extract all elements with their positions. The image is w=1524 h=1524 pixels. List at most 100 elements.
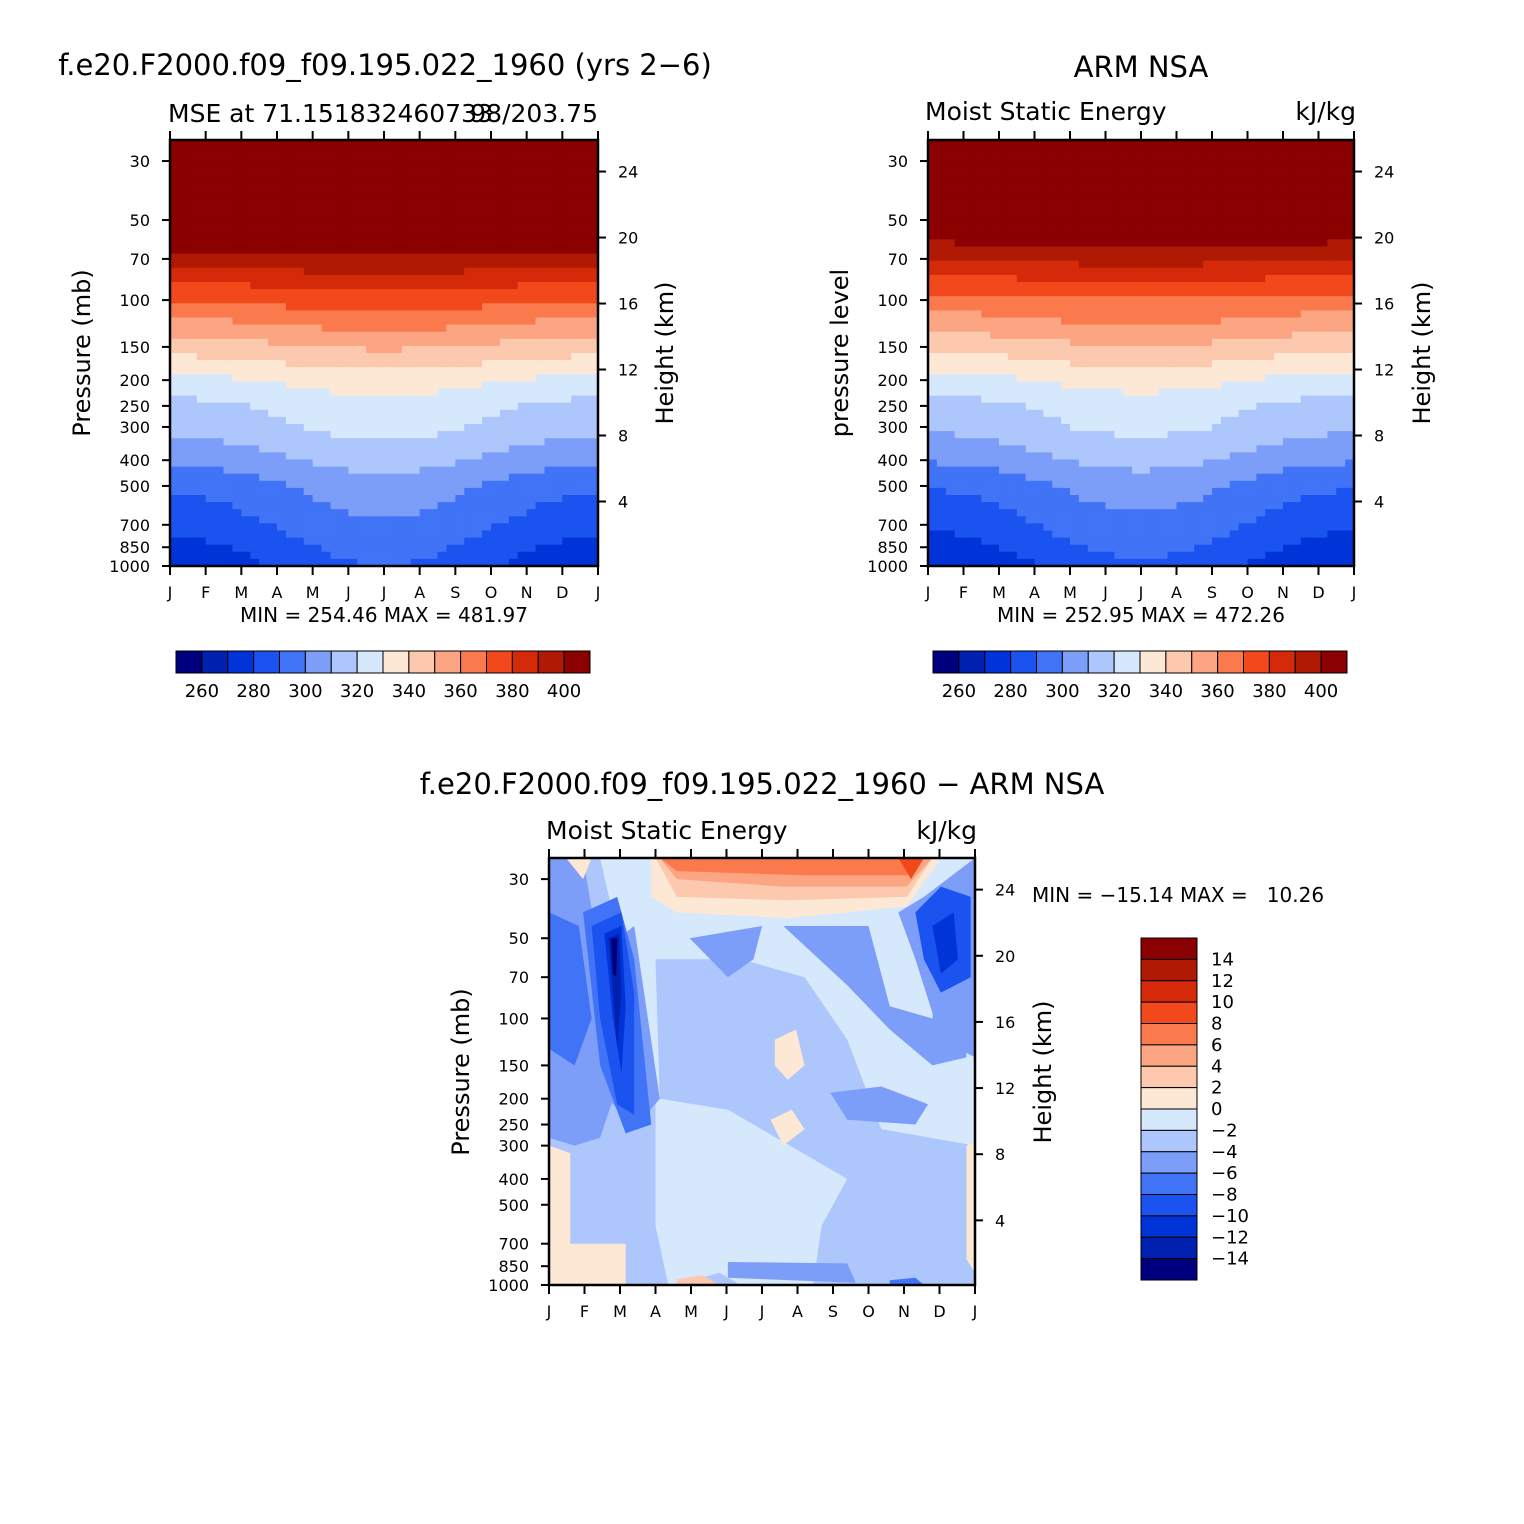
contour-cell (250, 182, 260, 191)
contour-cell (339, 537, 349, 546)
contour-cell (223, 218, 234, 226)
contour-cell (214, 225, 225, 233)
contour-cell (401, 452, 412, 461)
contour-cell (1247, 374, 1257, 382)
contour-cell (1238, 147, 1249, 155)
contour-cell (1149, 388, 1160, 397)
contour-cell (1105, 395, 1115, 404)
contour-cell (1070, 388, 1080, 397)
contour-cell (562, 338, 572, 347)
contour-cell (366, 211, 376, 219)
contour-cell (455, 388, 465, 397)
contour-cell (277, 551, 287, 560)
contour-cell (348, 289, 358, 297)
contour-cell (223, 154, 234, 162)
contour-cell (214, 246, 225, 255)
contour-cell (1265, 360, 1275, 368)
contour-cell (562, 189, 572, 198)
contour-cell (366, 388, 376, 397)
contour-cell (170, 274, 180, 283)
contour-cell (1052, 289, 1062, 297)
contour-cell (589, 416, 598, 425)
contour-cell (1309, 402, 1320, 411)
contour-cell (928, 388, 938, 397)
contour-cell (250, 402, 260, 411)
contour-cell (526, 480, 537, 489)
contour-cell (928, 402, 938, 411)
contour-cell (589, 530, 598, 539)
contour-cell (1123, 274, 1133, 283)
contour-cell (1016, 331, 1027, 340)
contour-cell (1141, 381, 1151, 390)
contour-cell (250, 303, 260, 311)
contour-cell (1318, 289, 1328, 297)
contour-cell (285, 530, 296, 539)
contour-cell (1229, 161, 1240, 169)
xtick-label: A (272, 583, 283, 602)
contour-cell (196, 246, 207, 255)
contour-cell (1114, 367, 1124, 375)
contour-cell (339, 480, 349, 489)
contour-cell (553, 296, 563, 304)
contour-cell (330, 452, 341, 461)
contour-cell (1158, 409, 1169, 418)
contour-cell (321, 367, 332, 375)
contour-cell (571, 317, 581, 326)
contour-cell (187, 452, 198, 461)
contour-cell (544, 523, 555, 532)
contour-cell (1185, 239, 1195, 248)
contour-cell (553, 182, 563, 191)
contour-cell (375, 487, 385, 496)
contour-cell (1034, 239, 1044, 248)
contour-cell (178, 147, 189, 155)
contour-cell (392, 388, 403, 397)
colorbar-label: 340 (392, 681, 426, 702)
contour-cell (544, 296, 555, 304)
contour-cell (303, 196, 314, 205)
contour-cell (312, 303, 323, 311)
contour-cell (1345, 360, 1354, 368)
contour-cell (259, 523, 269, 532)
contour-cell (232, 480, 242, 489)
contour-cell (972, 360, 982, 368)
contour-cell (1345, 218, 1354, 226)
contour-cell (544, 388, 555, 397)
contour-cell (401, 253, 412, 262)
contour-cell (1309, 140, 1320, 148)
contour-cell (589, 431, 598, 439)
contour-cell (232, 140, 242, 148)
contour-cell (1149, 374, 1160, 382)
contour-cell (1070, 345, 1080, 354)
contour-cell (241, 260, 251, 269)
contour-cell (1141, 424, 1151, 432)
contour-cell (277, 459, 287, 468)
contour-cell (1052, 232, 1062, 240)
contour-cell (384, 395, 394, 404)
contour-cell (945, 225, 956, 233)
contour-cell (1149, 260, 1160, 269)
contour-cell (1149, 218, 1160, 226)
contour-cell (428, 260, 439, 269)
contour-cell (544, 239, 555, 248)
contour-cell (544, 509, 555, 517)
contour-cell (1203, 211, 1213, 219)
contour-cell (1167, 175, 1178, 184)
contour-cell (321, 140, 332, 148)
contour-cell (482, 239, 492, 248)
contour-cell (1185, 331, 1195, 340)
contour-cell (1256, 196, 1266, 205)
contour-cell (312, 203, 323, 212)
contour-cell (589, 345, 598, 354)
contour-cell (1283, 388, 1293, 397)
contour-cell (1345, 402, 1354, 411)
contour-cell (928, 267, 938, 276)
contour-cell (553, 324, 563, 333)
contour-cell (589, 175, 598, 184)
contour-cell (1203, 374, 1213, 382)
contour-cell (303, 296, 314, 304)
contour-cell (223, 502, 234, 510)
contour-cell (268, 353, 278, 361)
contour-cell (1238, 402, 1249, 411)
contour-cell (357, 239, 367, 248)
contour-cell (277, 544, 287, 553)
